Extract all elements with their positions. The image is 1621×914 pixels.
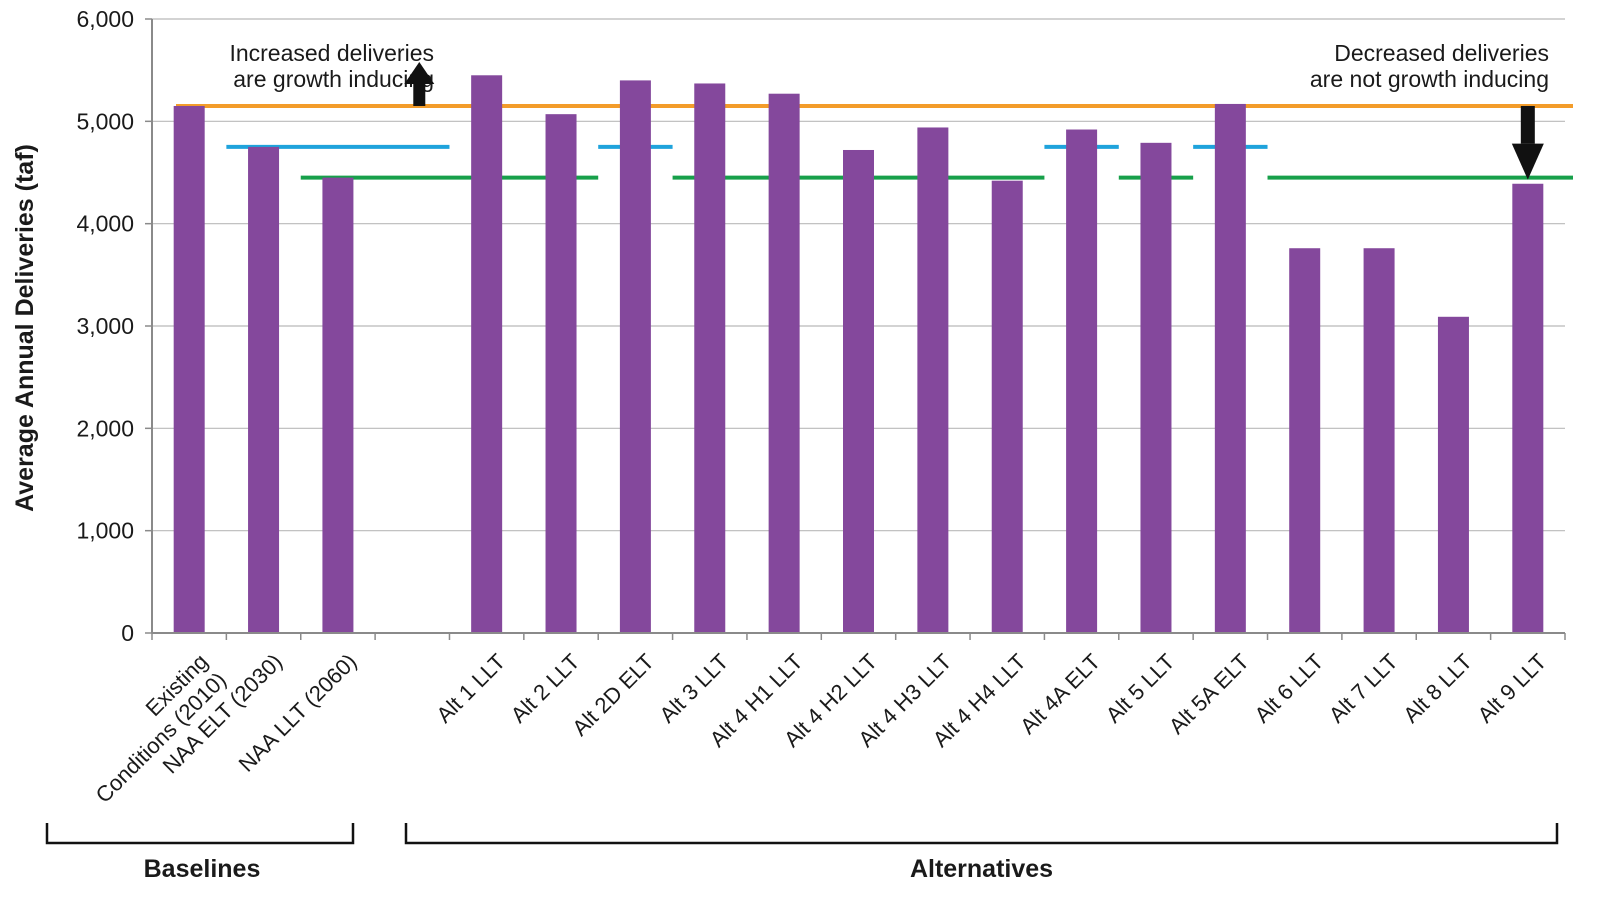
bars xyxy=(173,75,1544,634)
group-label: Alternatives xyxy=(910,855,1053,883)
bar xyxy=(1066,129,1098,633)
x-category-label-line: Alt 3 LLT xyxy=(655,649,734,728)
annotation-line: are not growth inducing xyxy=(1310,66,1549,92)
down-arrow-icon xyxy=(1520,105,1535,144)
x-category-label-line: Alt 5A ELT xyxy=(1164,649,1254,739)
y-tick-label: 2,000 xyxy=(76,415,134,441)
annotation-line: Increased deliveries xyxy=(229,40,434,66)
x-category-label-line: Alt 6 LLT xyxy=(1249,649,1328,728)
bar xyxy=(619,80,651,633)
bar xyxy=(1363,248,1395,633)
x-category-label-line: Alt 7 LLT xyxy=(1324,649,1403,728)
bar xyxy=(322,177,354,633)
bar xyxy=(248,146,280,633)
bar xyxy=(1289,248,1321,633)
bar xyxy=(545,114,577,634)
bar xyxy=(694,83,726,634)
group-bracket xyxy=(45,823,355,845)
x-category-label-line: Alt 2D ELT xyxy=(567,649,659,741)
x-category-label: Alt 5A ELT xyxy=(1164,649,1254,739)
y-tick-label: 5,000 xyxy=(76,108,134,134)
group-bracket xyxy=(404,823,1559,845)
x-category-label: Alt 8 LLT xyxy=(1398,649,1477,728)
up-arrow-icon xyxy=(413,83,426,106)
y-tick-label: 6,000 xyxy=(76,6,134,32)
y-tick-label: 3,000 xyxy=(76,313,134,339)
y-tick-labels: 0 1,000 2,000 3,000 4,000 5,000 6,000 xyxy=(76,6,134,646)
down-arrow-head-icon xyxy=(1511,143,1544,180)
bar xyxy=(1512,183,1544,634)
x-category-label: Alt 9 LLT xyxy=(1473,649,1552,728)
y-tick-label: 0 xyxy=(121,620,134,646)
bar xyxy=(1437,316,1469,633)
x-category-label: Alt 4A ELT xyxy=(1015,649,1105,739)
bar xyxy=(843,149,874,633)
annotation-line: are growth inducing xyxy=(233,66,434,92)
x-category-label-line: Alt 4A ELT xyxy=(1015,649,1105,739)
x-category-label: Alt 6 LLT xyxy=(1249,649,1328,728)
x-category-label: Alt 1 LLT xyxy=(431,649,510,728)
x-category-label: Alt 7 LLT xyxy=(1324,649,1403,728)
x-category-labels: ExistingConditions (2010)NAA ELT (2030)N… xyxy=(91,649,1552,808)
y-axis-label: Average Annual Deliveries (taf) xyxy=(11,144,39,512)
bar xyxy=(991,180,1023,634)
y-tick-label: 1,000 xyxy=(76,518,134,544)
x-category-label-line: Alt 1 LLT xyxy=(431,649,510,728)
y-tick-label: 4,000 xyxy=(76,211,134,237)
axes xyxy=(145,18,1566,640)
bar xyxy=(173,105,205,633)
bar xyxy=(1140,142,1172,633)
x-category-label-line: Alt 8 LLT xyxy=(1398,649,1477,728)
group-brackets: Baselines Alternatives xyxy=(45,823,1559,883)
x-category-label: Alt 3 LLT xyxy=(655,649,734,728)
annotation-line: Decreased deliveries xyxy=(1334,40,1549,66)
x-category-label-line: Alt 5 LLT xyxy=(1101,649,1180,728)
reference-lines xyxy=(176,103,1573,180)
x-category-label-line: Alt 2 LLT xyxy=(506,649,585,728)
bar xyxy=(471,75,503,634)
up-arrow-head-icon xyxy=(404,61,435,84)
x-category-label: Alt 2 LLT xyxy=(506,649,585,728)
bar xyxy=(1214,103,1246,634)
x-category-label-line: Alt 9 LLT xyxy=(1473,649,1552,728)
bar xyxy=(768,93,800,634)
group-label: Baselines xyxy=(144,855,261,883)
x-category-label: Alt 2D ELT xyxy=(567,649,659,741)
x-category-label: Alt 5 LLT xyxy=(1101,649,1180,728)
bar xyxy=(917,127,949,634)
